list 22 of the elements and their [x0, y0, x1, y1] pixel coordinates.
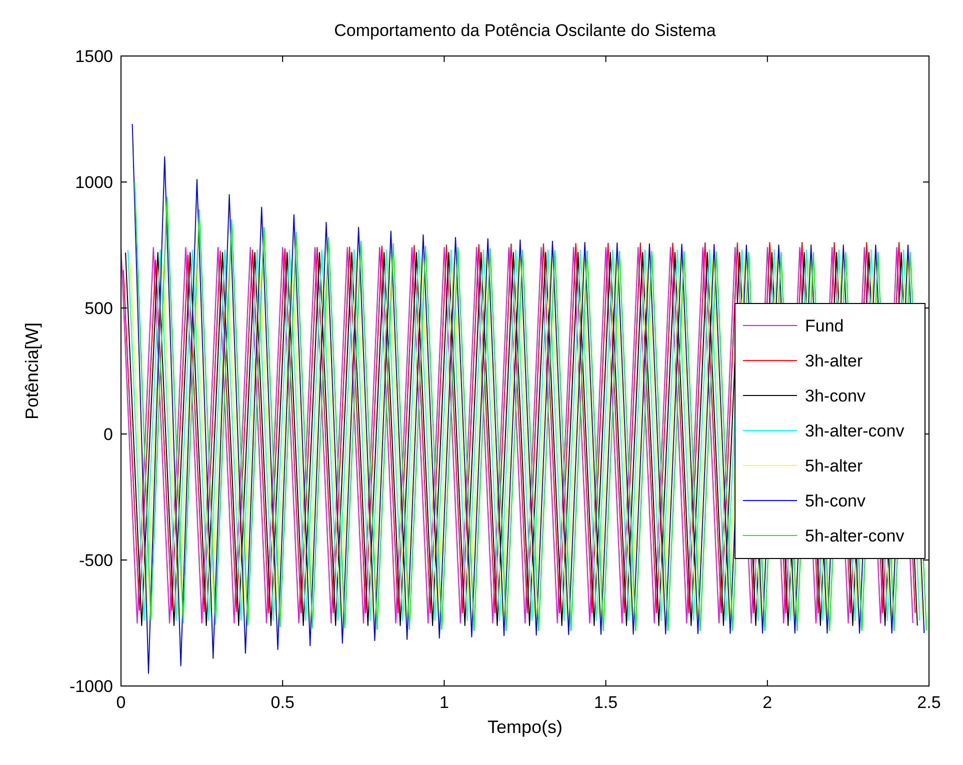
x-tick-label: 0: [116, 693, 126, 712]
chart-title: Comportamento da Potência Oscilante do Sistema: [334, 21, 716, 40]
y-tick-label: 500: [84, 299, 113, 318]
y-tick-label: -500: [78, 551, 113, 570]
y-tick-label: 1500: [75, 47, 113, 66]
x-tick-label: 1.5: [594, 693, 618, 712]
y-tick-label: -1000: [70, 677, 113, 696]
legend-label: 5h-alter-conv: [805, 526, 905, 546]
x-tick-label: 2.5: [917, 693, 941, 712]
legend-label: 3h-alter: [805, 352, 863, 370]
legend-label: 5h-conv: [805, 492, 866, 510]
y-axis-title: Potência[W]: [22, 322, 42, 420]
y-tick-label: 1000: [75, 173, 113, 192]
y-tick-label: 0: [104, 425, 113, 444]
x-tick-label: 1: [439, 693, 449, 712]
legend-label: 3h-alter-conv: [805, 422, 905, 440]
x-axis-title: Tempo(s): [487, 717, 563, 737]
legend-label: 5h-alter: [805, 456, 863, 476]
x-tick-label: 2: [762, 693, 772, 712]
legend-label: 3h-conv: [805, 386, 866, 406]
x-tick-label: 0.5: [270, 693, 294, 712]
legend-label: Fund: [805, 316, 844, 336]
